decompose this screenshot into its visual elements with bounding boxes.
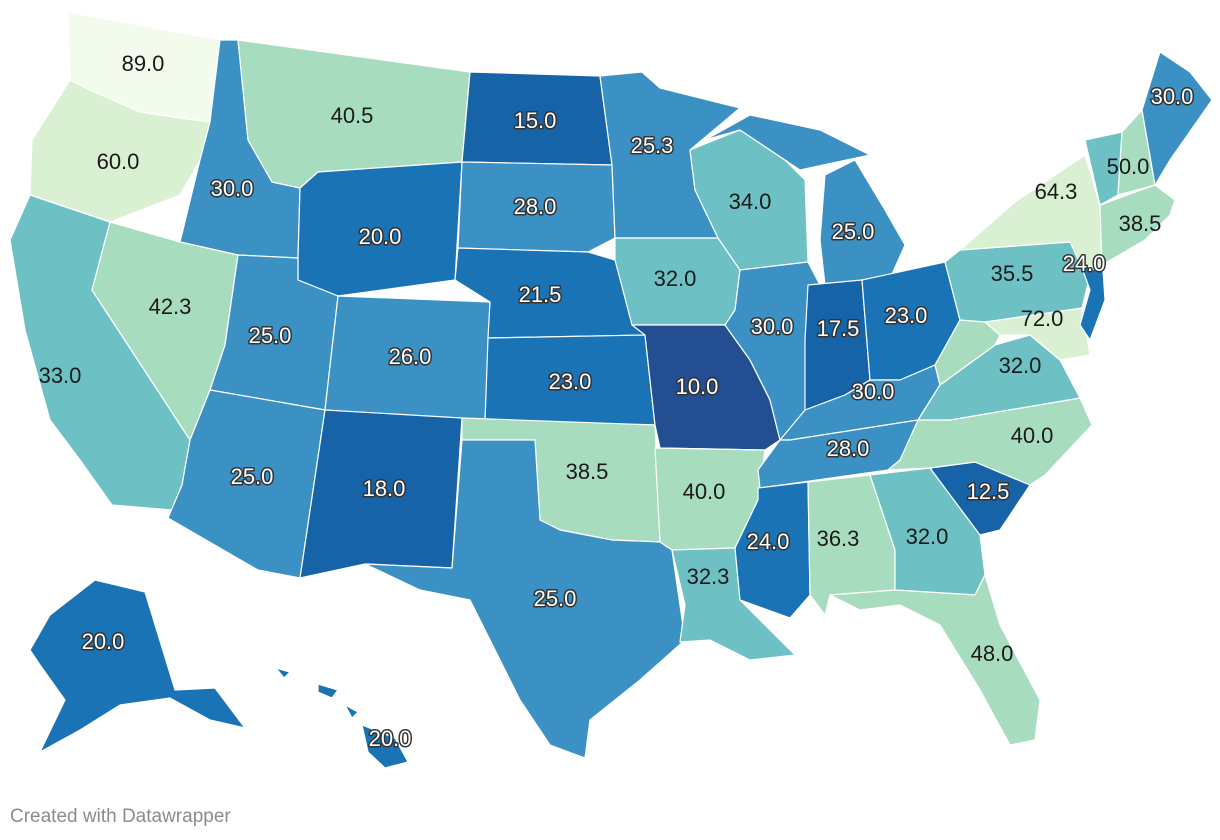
value-label-wi: 34.0 [729, 189, 772, 214]
value-label-mt: 40.5 [331, 103, 374, 128]
value-label-az: 25.0 [231, 464, 274, 489]
value-label-ok: 38.5 [566, 459, 609, 484]
value-label-al: 36.3 [817, 526, 860, 551]
value-label-nm: 18.0 [363, 476, 406, 501]
value-label-wy: 20.0 [359, 224, 402, 249]
value-label-nh: 50.0 [1107, 154, 1150, 179]
state-mi[interactable] [704, 114, 906, 291]
value-label-tx: 25.0 [534, 586, 577, 611]
value-label-ga: 32.0 [906, 524, 949, 549]
value-label-ia: 32.0 [654, 266, 697, 291]
value-label-in: 17.5 [817, 316, 860, 341]
value-label-oh: 23.0 [885, 303, 928, 328]
state-ma[interactable] [1099, 184, 1176, 266]
value-label-md: 72.0 [1021, 306, 1064, 331]
value-label-ky: 30.0 [852, 379, 895, 404]
value-label-tn: 28.0 [827, 436, 870, 461]
value-label-hi: 20.0 [369, 726, 412, 751]
state-sd[interactable] [457, 161, 616, 253]
value-label-ks: 23.0 [549, 369, 592, 394]
value-label-ar: 40.0 [683, 479, 726, 504]
value-label-co: 26.0 [389, 344, 432, 369]
value-label-pa: 35.5 [991, 261, 1034, 286]
value-label-ca: 33.0 [39, 363, 82, 388]
value-label-va: 32.0 [999, 353, 1042, 378]
state-me[interactable] [1141, 51, 1213, 186]
us-map: 89.0 60.0 33.0 30.0 42.3 40.5 20.0 25.0 25.0 26.0… [9, 11, 1213, 769]
value-label-wa: 89.0 [122, 51, 165, 76]
value-label-nc: 40.0 [1011, 423, 1054, 448]
value-label-ny: 64.3 [1035, 179, 1078, 204]
value-label-fl: 48.0 [971, 641, 1014, 666]
state-tx[interactable] [364, 439, 686, 759]
value-label-mi: 25.0 [832, 219, 875, 244]
value-label-mo: 10.0 [676, 374, 719, 399]
value-label-ms: 24.0 [747, 529, 790, 554]
value-label-me: 30.0 [1151, 84, 1194, 109]
state-nj[interactable] [1079, 267, 1106, 341]
state-hi[interactable] [275, 667, 409, 769]
credit-text: Created with Datawrapper [10, 806, 231, 827]
value-label-ut: 25.0 [249, 323, 292, 348]
value-label-sc: 12.5 [967, 479, 1010, 504]
value-label-nv: 42.3 [149, 294, 192, 319]
state-fl[interactable] [829, 574, 1041, 746]
value-label-ne: 21.5 [519, 282, 562, 307]
state-ak[interactable] [29, 579, 246, 753]
value-label-sd: 28.0 [514, 194, 557, 219]
value-label-mn: 25.3 [631, 133, 674, 158]
value-label-ma: 38.5 [1119, 211, 1162, 236]
choropleth-map: 89.0 60.0 33.0 30.0 42.3 40.5 20.0 25.0 25.0 26.0… [9, 11, 1213, 769]
value-label-nj: 24.0 [1063, 251, 1106, 276]
value-label-or: 60.0 [97, 149, 140, 174]
value-label-id: 30.0 [211, 176, 254, 201]
value-label-il: 30.0 [751, 314, 794, 339]
value-label-la: 32.3 [687, 564, 730, 589]
value-label-ak: 20.0 [82, 629, 125, 654]
value-label-nd: 15.0 [514, 108, 557, 133]
